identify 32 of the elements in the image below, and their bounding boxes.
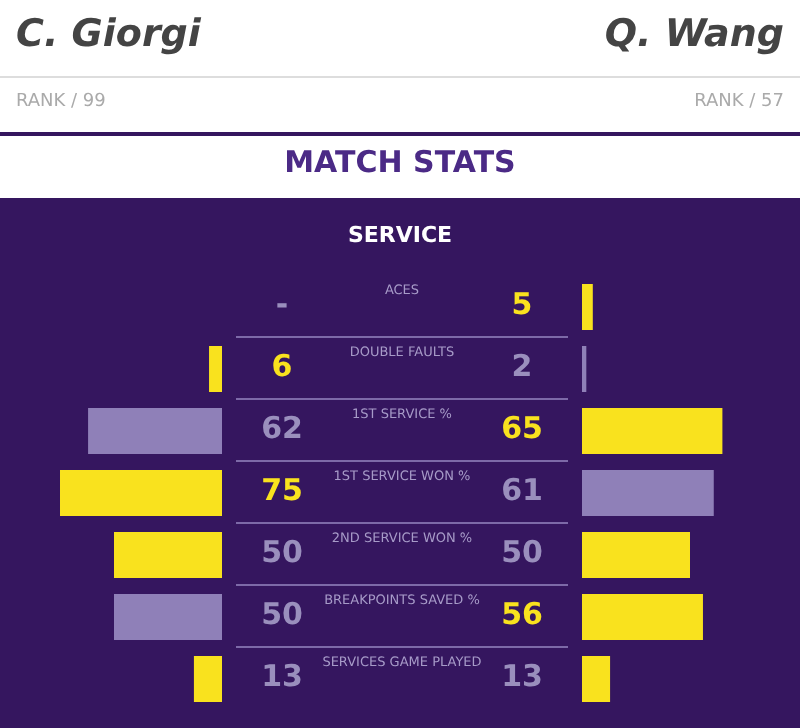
bar bbox=[60, 470, 222, 516]
data-label: 50 bbox=[499, 534, 545, 570]
data-label: 13 bbox=[261, 658, 303, 694]
text: RANK / 99 bbox=[16, 92, 106, 112]
text: SERVICE bbox=[345, 222, 455, 248]
data-label: 2 bbox=[509, 348, 535, 384]
data-label: 56 bbox=[499, 596, 545, 632]
data-label: 50 bbox=[259, 596, 305, 632]
bar bbox=[193, 656, 222, 702]
bar bbox=[582, 470, 714, 516]
data-label: 13 bbox=[501, 658, 543, 694]
bar bbox=[582, 284, 593, 330]
bar bbox=[209, 346, 222, 392]
text: RANK / 57 bbox=[694, 92, 784, 112]
data-label: 61 bbox=[499, 472, 545, 508]
data-label: 62 bbox=[259, 410, 305, 446]
bar bbox=[582, 408, 723, 454]
bar bbox=[88, 408, 222, 454]
bar bbox=[582, 532, 690, 578]
bar bbox=[582, 656, 611, 702]
data-label: 65 bbox=[499, 410, 545, 446]
text: MATCH STATS bbox=[282, 144, 518, 180]
bar bbox=[114, 594, 222, 640]
bar bbox=[582, 594, 703, 640]
data-label: 75 bbox=[259, 472, 305, 508]
data-label: 6 bbox=[269, 348, 295, 384]
data-label: 50 bbox=[259, 534, 305, 570]
text: Q. Wang bbox=[604, 12, 784, 56]
text: - bbox=[275, 286, 289, 322]
data-label: 5 bbox=[509, 286, 535, 322]
bar bbox=[114, 532, 222, 578]
text: C. Giorgi bbox=[16, 12, 201, 56]
